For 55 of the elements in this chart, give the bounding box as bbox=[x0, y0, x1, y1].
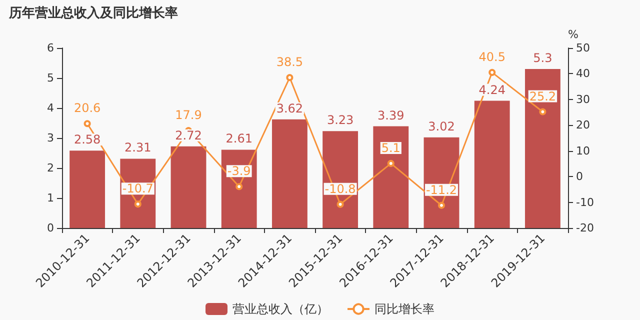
y2-tick-label: 10 bbox=[576, 144, 590, 158]
point bbox=[387, 160, 394, 167]
y2-tick-label: -10 bbox=[576, 196, 594, 209]
y-tick-label: 3 bbox=[47, 132, 54, 144]
data-label: 2.61 bbox=[226, 132, 252, 146]
point bbox=[336, 200, 344, 208]
y-tick-label: 0 bbox=[47, 222, 54, 234]
bar bbox=[524, 69, 560, 228]
y2-tick-label: -20 bbox=[576, 222, 594, 234]
data-label: 3.62 bbox=[276, 101, 304, 116]
data-label: 25.2 bbox=[529, 89, 556, 104]
data-label: 3.02 bbox=[428, 119, 455, 134]
point bbox=[539, 108, 546, 116]
y-tick-label: 4 bbox=[47, 102, 54, 114]
data-label: 20.6 bbox=[74, 101, 101, 116]
data-label: -10.8 bbox=[324, 182, 356, 196]
y2-axis-title: % bbox=[568, 28, 578, 41]
data-label: 17.9 bbox=[175, 108, 202, 122]
y2-tick-label: 20 bbox=[576, 118, 590, 132]
data-label: 5.1 bbox=[381, 140, 400, 155]
y-tick-label: 5 bbox=[47, 72, 54, 84]
data-label: -10.7 bbox=[122, 182, 154, 196]
bar bbox=[322, 131, 358, 228]
y2-tick-label: 0 bbox=[576, 170, 583, 184]
data-label: -11.2 bbox=[426, 182, 458, 197]
data-label: 5.3 bbox=[533, 51, 552, 65]
bar bbox=[272, 119, 308, 228]
data-label: 4.24 bbox=[478, 82, 506, 97]
y-tick-label: 6 bbox=[47, 42, 54, 54]
y-tick-label: 2 bbox=[47, 162, 54, 174]
bar bbox=[373, 126, 409, 228]
bar bbox=[474, 100, 510, 228]
bar bbox=[170, 146, 206, 228]
data-label: 2.31 bbox=[124, 140, 152, 155]
point bbox=[134, 200, 142, 208]
point bbox=[236, 183, 243, 190]
data-label: 3.39 bbox=[378, 108, 404, 122]
data-label: 38.5 bbox=[276, 55, 304, 70]
legend-label: 营业总收入（亿） bbox=[232, 302, 328, 316]
data-label: 2.58 bbox=[74, 132, 101, 147]
legend-label: 同比增长率 bbox=[374, 302, 434, 316]
bar bbox=[221, 150, 257, 228]
data-label: 3.23 bbox=[326, 113, 354, 128]
y-tick-label: 1 bbox=[47, 192, 54, 204]
point bbox=[84, 120, 91, 128]
y2-tick-label: 30 bbox=[576, 92, 590, 106]
point bbox=[286, 74, 294, 82]
point bbox=[488, 68, 496, 76]
bar bbox=[70, 150, 106, 228]
y2-tick-label: 50 bbox=[576, 42, 590, 54]
point bbox=[438, 202, 445, 209]
data-label: -3.9 bbox=[227, 164, 251, 178]
chart-title: 历年营业总收入及同比增长率 bbox=[8, 5, 178, 21]
y2-tick-label: 40 bbox=[576, 67, 590, 80]
data-label: 40.5 bbox=[478, 50, 506, 64]
